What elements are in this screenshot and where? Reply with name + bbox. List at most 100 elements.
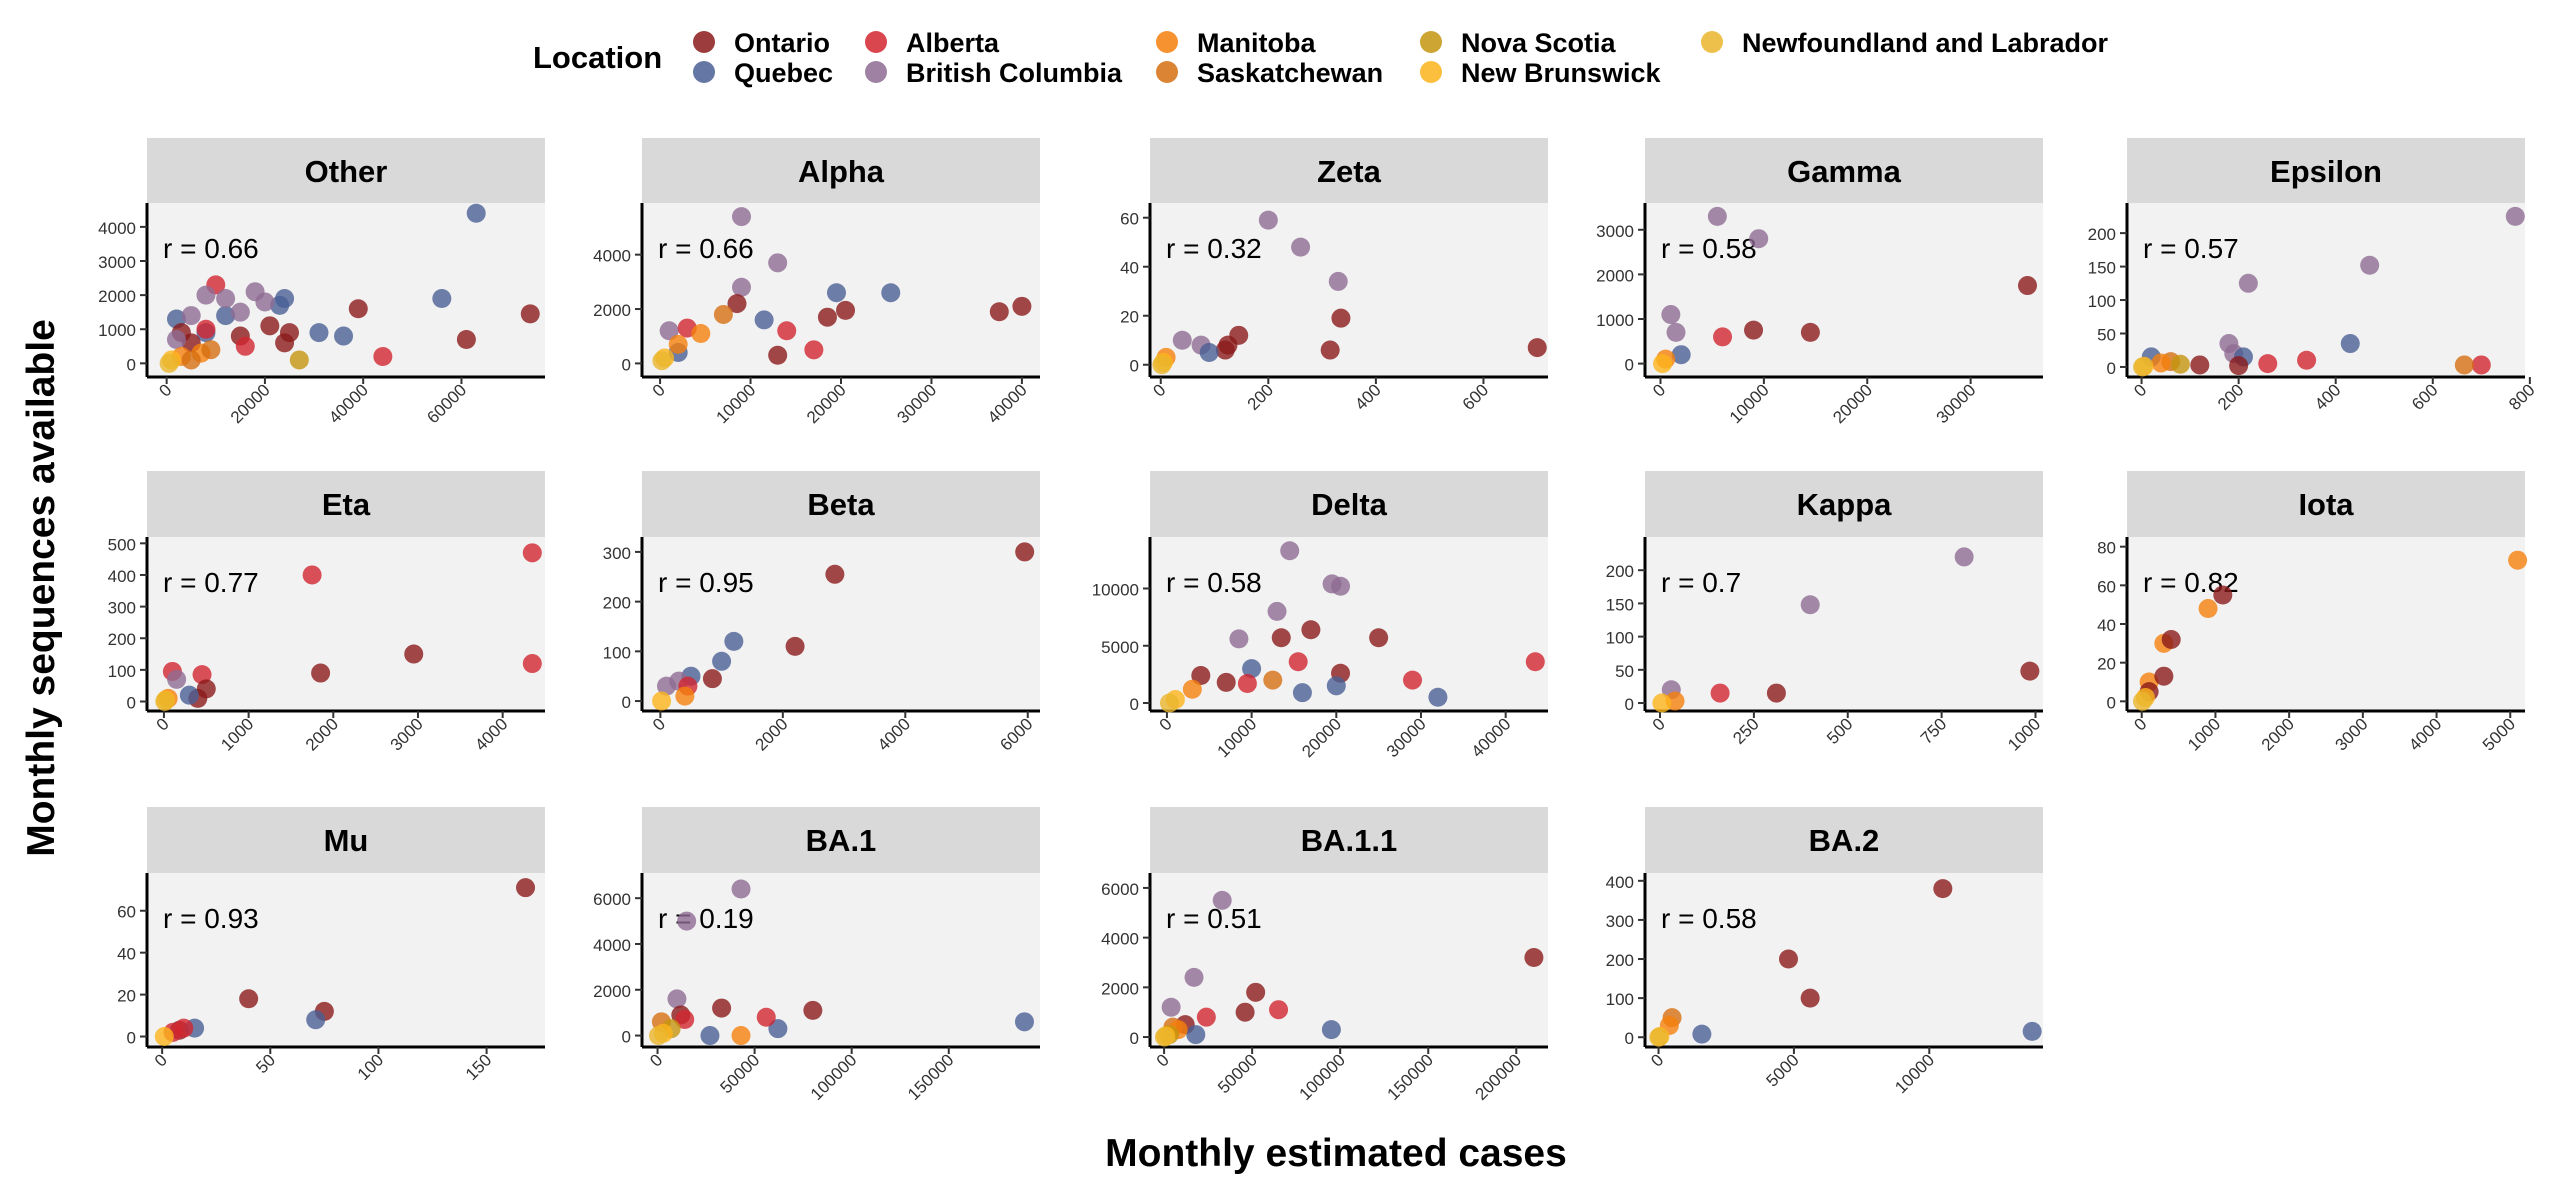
data-point	[522, 543, 542, 563]
data-point	[1196, 1007, 1216, 1027]
facet-strip	[2127, 138, 2525, 203]
y-tick-label: 150	[1606, 595, 1634, 614]
x-tick-label: 20000	[1298, 714, 1345, 761]
facet-panel: Kappa 0 50 100 150 200 0 250 500 750 1000 r = 0.7	[1606, 471, 2044, 755]
x-tick-label: 10000	[713, 380, 760, 427]
data-point	[691, 324, 711, 343]
x-tick-label: 4000	[471, 714, 511, 754]
data-point	[668, 334, 688, 354]
y-tick-label: 0	[2107, 359, 2116, 378]
y-tick-label: 0	[127, 355, 136, 374]
data-point	[2151, 353, 2171, 373]
x-tick-label: 0	[649, 380, 669, 400]
facet-strip	[1150, 471, 1548, 537]
legend-marker	[1420, 31, 1442, 53]
data-point	[1212, 890, 1232, 910]
y-tick-label: 400	[1606, 873, 1634, 892]
points	[154, 878, 536, 1047]
y-tick-label: 6000	[593, 890, 631, 909]
facet-panel: BA.2 0 100 200 300 400 0 5000 10000 r = 0.58	[1606, 807, 2043, 1097]
x-tick-label: 150000	[904, 1050, 958, 1104]
data-point	[1766, 683, 1786, 703]
data-point	[181, 350, 201, 370]
y-tick-label: 200	[603, 594, 631, 613]
data-point	[2020, 661, 2040, 681]
data-point	[1527, 338, 1547, 358]
facet-title: Alpha	[798, 154, 885, 189]
correlation-label: r = 0.58	[1166, 567, 1262, 598]
data-point	[1012, 296, 1032, 316]
data-point	[216, 306, 236, 326]
data-point	[1800, 988, 1820, 1008]
data-point	[196, 285, 216, 305]
x-tick-label: 0	[646, 1050, 666, 1070]
data-point	[667, 989, 687, 1009]
y-tick-label: 150	[2088, 259, 2116, 278]
legend-label: British Columbia	[906, 58, 1123, 88]
data-point	[659, 321, 679, 341]
x-tick-label: 4000	[874, 714, 914, 754]
data-point	[1288, 652, 1308, 672]
y-tick-label: 6000	[1101, 880, 1139, 899]
y-tick-label: 2000	[593, 301, 631, 320]
data-point	[1014, 1012, 1034, 1032]
data-point	[804, 340, 824, 360]
points	[652, 542, 1035, 711]
legend-marker	[1701, 31, 1723, 53]
x-tick-label: 0	[151, 1050, 171, 1070]
x-tick-label: 200	[1244, 380, 1277, 413]
y-tick-label: 500	[108, 535, 136, 554]
x-tick-label: 200000	[1472, 1050, 1526, 1104]
data-point	[2340, 334, 2360, 354]
y-tick-label: 0	[1130, 695, 1139, 714]
data-point	[1258, 210, 1278, 230]
legend-label: Saskatchewan	[1197, 58, 1383, 88]
facet-strip	[642, 138, 1040, 203]
data-point	[306, 1010, 326, 1030]
data-point	[1184, 967, 1204, 987]
y-tick-label: 3000	[1596, 222, 1634, 241]
x-tick-label: 400	[1351, 380, 1384, 413]
data-point	[1369, 628, 1389, 648]
data-point	[255, 292, 275, 312]
correlation-label: r = 0.58	[1661, 903, 1757, 934]
data-point	[817, 307, 837, 327]
data-point	[1152, 355, 1172, 375]
data-point	[167, 669, 187, 689]
data-point	[989, 302, 1009, 322]
data-point	[2229, 356, 2249, 376]
data-point	[1954, 547, 1974, 567]
x-tick-label: 50000	[1214, 1050, 1261, 1097]
legend-marker	[1420, 61, 1442, 83]
y-tick-label: 0	[1130, 1029, 1139, 1048]
facet-panel: Delta 0 5000 10000 0 10000 20000 30000 40000 r = …	[1092, 471, 1548, 761]
data-point	[1713, 327, 1733, 347]
x-tick-label: 10000	[1726, 380, 1773, 427]
data-point	[1525, 652, 1545, 672]
facet-title: Gamma	[1787, 154, 1901, 189]
data-point	[1186, 1025, 1206, 1045]
data-point	[1269, 1000, 1289, 1020]
data-point	[1800, 322, 1820, 342]
data-point	[1671, 345, 1691, 365]
y-tick-label: 400	[108, 567, 136, 586]
data-point	[1292, 683, 1312, 703]
legend-item: Alberta	[865, 28, 1000, 58]
y-tick-label: 50	[2097, 326, 2116, 345]
data-point	[1328, 271, 1348, 291]
x-tick-label: 20000	[1829, 380, 1876, 427]
data-point	[270, 295, 290, 315]
legend-item: Saskatchewan	[1156, 58, 1383, 88]
facet-title: Beta	[807, 487, 875, 522]
data-point	[2022, 1021, 2042, 1041]
data-point	[803, 1000, 823, 1020]
data-point	[1015, 542, 1035, 562]
data-point	[2454, 355, 2474, 375]
y-tick-label: 200	[2088, 225, 2116, 244]
data-point	[1291, 237, 1311, 257]
x-tick-label: 0	[1649, 714, 1669, 734]
y-axis-title: Monthly sequences available	[20, 319, 63, 857]
x-tick-label: 40000	[984, 380, 1031, 427]
data-point	[1280, 541, 1300, 561]
